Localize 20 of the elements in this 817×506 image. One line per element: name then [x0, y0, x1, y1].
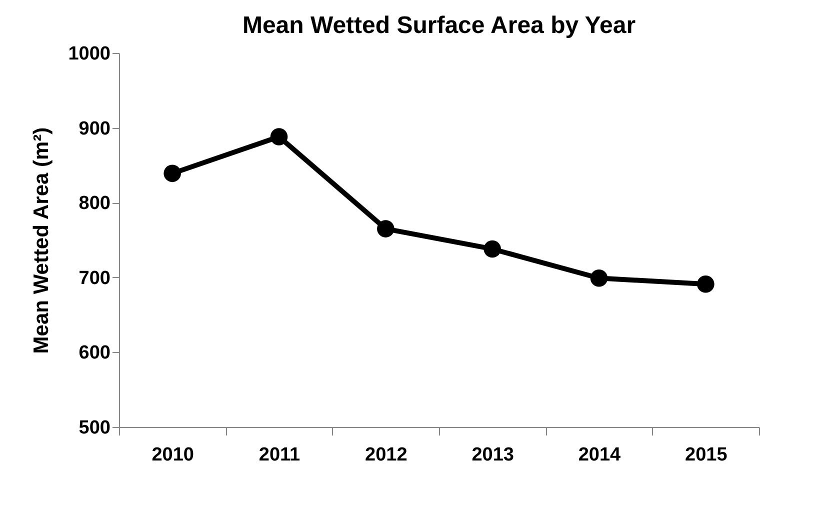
x-tick-label: 2015: [685, 444, 728, 466]
point: [377, 220, 394, 238]
point: [590, 270, 608, 287]
point: [484, 240, 501, 258]
point: [164, 164, 181, 182]
x-tick-label: 2012: [365, 444, 408, 466]
y-tick-label: 600: [78, 342, 110, 364]
y-tick-label: 700: [78, 268, 110, 289]
point: [270, 128, 288, 146]
x-tick-label: 2010: [152, 444, 194, 466]
y-tick-label: 900: [78, 118, 110, 140]
x-tick-label: 2014: [578, 444, 622, 466]
x-tick-label: 2011: [258, 444, 301, 466]
y-tick-label: 1000: [68, 44, 110, 64]
y-tick-label: 800: [78, 193, 110, 214]
y-tick-label: 500: [78, 418, 110, 438]
point: [697, 275, 714, 293]
x-tick-label: 2013: [472, 444, 514, 466]
y-axis-title: Mean Wetted Area (m²): [30, 127, 54, 354]
chart-title: Mean Wetted Surface Area by Year: [242, 12, 636, 39]
